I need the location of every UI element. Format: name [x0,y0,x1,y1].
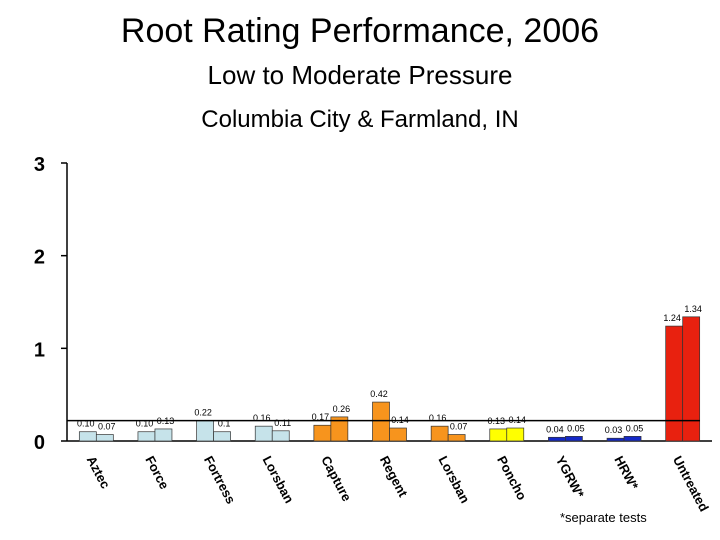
category-label: Aztec [84,453,114,491]
bar [682,316,701,442]
footnote: *separate tests [560,510,647,525]
data-label: 1.34 [684,304,702,314]
bar [389,427,407,442]
bar [372,401,390,442]
category-label: Capture [318,453,354,503]
bar [78,431,97,442]
data-label: 0.04 [546,424,564,434]
bar [565,436,583,442]
chart-subtitle: Low to Moderate Pressure [207,60,513,90]
bar [430,425,449,442]
data-label: 0.16 [429,413,447,423]
y-tick-label: 0 [34,432,45,454]
data-label: 0.10 [136,419,154,429]
category-label: HRW* [611,453,642,493]
data-label: 0.11 [274,418,291,428]
y-tick-label: 1 [34,339,45,361]
data-label: 0.1 [218,419,231,429]
bar [548,436,566,442]
bar [213,431,231,442]
bar [254,425,273,442]
data-label: 0.07 [450,422,468,432]
category-label: YGRW* [553,453,588,501]
bar [447,434,466,442]
bar [489,428,508,442]
data-label: 0.07 [98,422,116,432]
data-label: 0.26 [333,404,351,414]
bar [95,434,114,442]
bar [330,416,349,442]
bar [271,430,290,442]
data-label: 0.22 [194,408,212,418]
data-label: 0.17 [312,412,330,422]
data-label: 1.24 [663,313,681,323]
category-label: Force [142,453,172,491]
bar [154,428,173,442]
chart-title: Root Rating Performance, 2006 [120,12,600,50]
category-label: Lorsban [260,453,297,505]
category-label: Untreated [670,453,712,514]
category-label: Lorsban [435,453,472,505]
bar [623,436,642,442]
chart-location: Columbia City & Farmland, IN [201,106,519,133]
y-tick-label: 2 [34,247,45,269]
data-label: 0.10 [77,419,95,429]
data-label: 0.05 [567,423,585,433]
data-label: 0.03 [605,425,623,435]
data-label: 0.16 [253,413,271,423]
category-label: Regent [377,453,411,500]
bar [137,431,156,442]
bar [506,427,525,442]
bar [313,424,332,442]
category-label: Fortress [201,453,239,506]
category-label: Poncho [494,453,530,502]
data-label: 0.42 [370,389,388,399]
bar [665,325,684,442]
data-label: 0.05 [626,423,644,433]
bar [196,420,214,442]
bar [606,437,625,442]
y-tick-label: 3 [34,154,45,176]
